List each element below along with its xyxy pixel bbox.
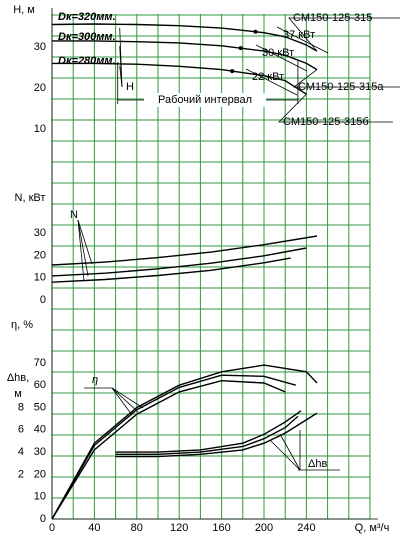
x-tick-label: 200 xyxy=(255,522,273,534)
curve xyxy=(51,235,318,266)
y-tick-label: 2 xyxy=(18,468,24,480)
y-tick-label: 40 xyxy=(34,424,46,436)
power-limit xyxy=(245,68,298,96)
y-tick-label: 20 xyxy=(34,468,46,480)
annotation-arrow xyxy=(279,433,301,471)
y-tick-label: 10 xyxy=(34,272,46,284)
power-label: 22 кВт xyxy=(252,71,284,83)
y-tick-label: 60 xyxy=(34,379,46,391)
diameter-label: Dк=280мм. xyxy=(58,55,116,67)
curve xyxy=(115,410,302,453)
curve xyxy=(52,40,318,71)
power-point xyxy=(238,46,243,51)
curve xyxy=(51,374,296,520)
y-tick-label: 10 xyxy=(34,123,46,135)
range-label-bg xyxy=(144,93,266,107)
annotation-arrow xyxy=(77,219,89,277)
annotation-arrow xyxy=(111,387,144,409)
annotation-arrow xyxy=(269,439,301,471)
power-limit xyxy=(255,44,308,72)
y-tick-label: 10 xyxy=(34,491,46,503)
curve xyxy=(115,415,299,455)
x-tick-label: 240 xyxy=(297,522,315,534)
y-tick-label: 20 xyxy=(34,82,46,94)
power-point xyxy=(253,29,258,34)
y-tick-label: 0 xyxy=(40,294,46,306)
y-tick-label: 70 xyxy=(34,357,46,369)
diameter-label: Dк=300мм. xyxy=(58,31,116,43)
power-point xyxy=(230,69,235,74)
curve xyxy=(51,364,318,520)
x-tick-label: 0 xyxy=(49,522,55,534)
diameter-label: Dк=320мм. xyxy=(58,11,116,23)
name-leader xyxy=(292,69,400,88)
x-tick-label: 80 xyxy=(131,522,143,534)
y-tick-label: 50 xyxy=(34,401,46,413)
annotation-arrow xyxy=(111,387,133,416)
curve xyxy=(51,379,286,520)
y-tick-label: 6 xyxy=(18,424,24,436)
y-axis-label: N, кВт xyxy=(15,192,46,204)
y-axis-label: м xyxy=(14,388,22,400)
curve xyxy=(51,257,291,283)
y-axis-label: H, м xyxy=(13,4,35,16)
x-axis-label: Q, м³/ч xyxy=(355,522,390,534)
name-leader xyxy=(278,93,393,123)
annotation-arrow xyxy=(111,387,139,413)
power-label: 37 кВт xyxy=(283,29,315,41)
y-axis-label: η, % xyxy=(11,319,33,331)
annotation: Δhв xyxy=(308,458,327,470)
y-tick-label: 4 xyxy=(18,446,24,458)
annotation: η xyxy=(92,374,98,386)
y-tick-label: 20 xyxy=(34,249,46,261)
y-tick-label: 30 xyxy=(34,41,46,53)
curve xyxy=(51,23,318,52)
power-limit xyxy=(276,26,329,54)
range-label: Рабочий интервал xyxy=(158,94,252,106)
x-tick-label: 40 xyxy=(88,522,100,534)
y-tick-label: 30 xyxy=(34,446,46,458)
annotation: N xyxy=(70,209,78,221)
annotation: H xyxy=(126,81,134,93)
name-leader xyxy=(288,17,400,52)
curve xyxy=(52,62,307,95)
y-tick-label: 30 xyxy=(34,227,46,239)
y-tick-label: 0 xyxy=(40,513,46,525)
y-tick-label: 8 xyxy=(18,401,24,413)
annotation-arrow xyxy=(77,219,93,265)
annotation-arrow xyxy=(77,219,85,282)
curve xyxy=(51,247,307,277)
x-tick-label: 160 xyxy=(212,522,230,534)
curve xyxy=(115,412,318,458)
x-tick-label: 120 xyxy=(170,522,188,534)
annotation-arrow xyxy=(119,65,123,88)
power-label: 30 кВт xyxy=(262,47,294,59)
y-axis-label: Δhв, xyxy=(7,372,29,384)
